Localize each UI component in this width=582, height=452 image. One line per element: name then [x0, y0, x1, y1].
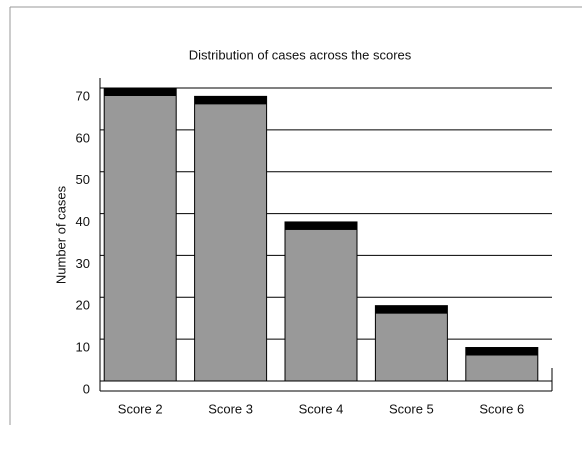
y-axis-label: Number of cases	[53, 185, 68, 284]
y-tick-label: 50	[76, 172, 90, 187]
y-tick-label: 30	[76, 256, 90, 271]
y-tick-label: 0	[83, 381, 90, 396]
y-tick-label: 20	[76, 298, 90, 313]
y-tick-label: 10	[76, 340, 90, 355]
x-tick-label: Score 2	[118, 401, 163, 416]
bar-cap	[194, 96, 267, 105]
bar	[374, 305, 448, 382]
y-tick-label: 70	[76, 88, 90, 103]
bar-cap	[104, 88, 177, 96]
bar	[284, 221, 358, 382]
y-tick-label: 40	[76, 214, 90, 229]
bar-cap	[285, 221, 357, 230]
bar-cap	[465, 347, 538, 356]
x-tick-label: Score 6	[479, 401, 524, 416]
x-tick-label: Score 3	[208, 401, 253, 416]
bar	[194, 95, 268, 382]
bar-cap	[375, 305, 448, 314]
y-tick-label: 60	[76, 130, 90, 145]
x-tick-label: Score 4	[299, 401, 344, 416]
bar	[103, 87, 177, 382]
chart-title: Distribution of cases across the scores	[189, 47, 412, 62]
x-tick-label: Score 5	[389, 401, 434, 416]
